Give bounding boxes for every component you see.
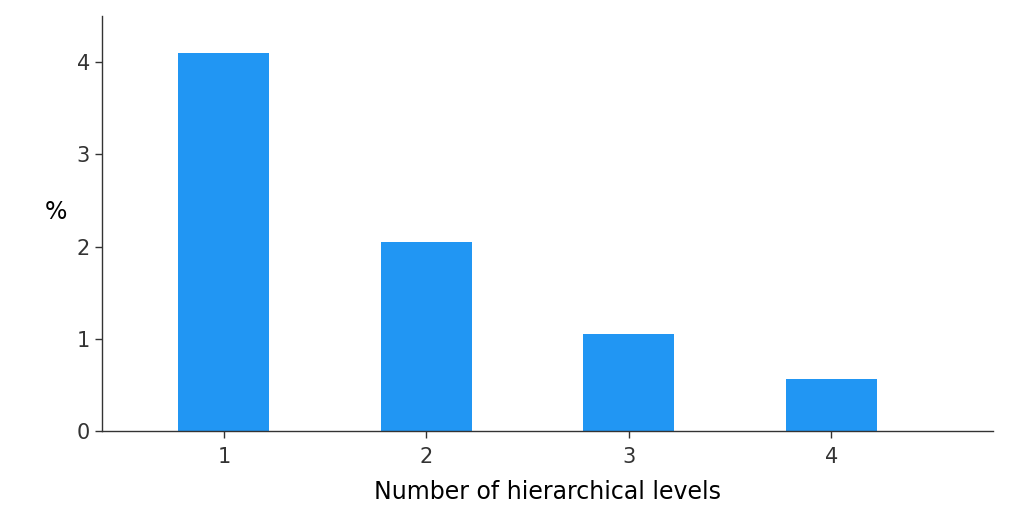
Bar — [178, 53, 269, 431]
Bar — [785, 379, 877, 431]
Bar — [584, 335, 675, 431]
Bar — [381, 242, 472, 431]
X-axis label: Number of hierarchical levels: Number of hierarchical levels — [375, 480, 721, 504]
Y-axis label: %: % — [45, 199, 67, 224]
